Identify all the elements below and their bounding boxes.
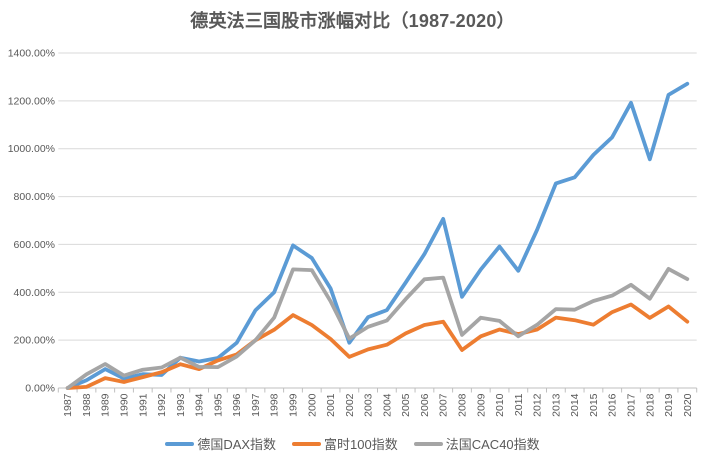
x-tick-label: 2008 (456, 393, 468, 417)
series-line-0 (65, 81, 690, 390)
x-tick-label: 2010 (494, 393, 506, 417)
x-tick-label: 2013 (550, 393, 562, 417)
x-tick-label: 2017 (625, 393, 637, 417)
x-tick-label: 1987 (62, 393, 74, 417)
y-tick-label: 1000.00% (8, 143, 55, 155)
x-tick-label: 1993 (175, 393, 187, 417)
x-tick-label: 2018 (644, 393, 656, 417)
x-tick-label: 2016 (607, 393, 619, 417)
x-tick-label: 1994 (194, 393, 206, 417)
y-tick-label: 400.00% (14, 287, 55, 299)
legend-marker-line (413, 441, 443, 446)
x-tick-label: 2012 (532, 393, 544, 417)
x-tick-label: 2009 (475, 393, 487, 417)
x-tick-label: 2002 (344, 393, 356, 417)
y-tick-label: 1200.00% (8, 95, 55, 107)
y-tick-label: 800.00% (14, 191, 55, 203)
x-tick-label: 2020 (682, 393, 694, 417)
legend-item-dax: 德国DAX指数 (165, 434, 276, 453)
y-tick-label: 1400.00% (8, 48, 55, 60)
legend: 德国DAX指数 富时100指数 法国CAC40指数 (0, 434, 705, 453)
x-tick-label: 1996 (231, 393, 243, 417)
x-tick-label: 2014 (569, 393, 581, 417)
legend-label: 德国DAX指数 (197, 437, 277, 452)
x-tick-label: 2005 (400, 393, 412, 417)
legend-label: 富时100指数 (324, 437, 398, 452)
x-tick-label: 2003 (363, 393, 375, 417)
x-tick-label: 1999 (288, 393, 300, 417)
y-tick-label: 600.00% (14, 239, 55, 251)
x-tick-label: 2006 (419, 393, 431, 417)
x-tick-label: 1992 (156, 393, 168, 417)
x-tick-label: 2007 (438, 393, 450, 417)
legend-label: 法国CAC40指数 (445, 437, 540, 452)
chart-title: 德英法三国股市涨幅对比（1987-2020） (190, 11, 515, 31)
x-tick-label: 2000 (306, 393, 318, 417)
legend-item-ftse: 富时100指数 (292, 434, 398, 453)
series-line-1 (65, 302, 690, 390)
legend-marker-line (165, 441, 195, 446)
x-tick-label: 1988 (81, 393, 93, 417)
legend-marker-line (292, 441, 322, 446)
x-tick-label: 1991 (137, 393, 149, 417)
x-tick-label: 1995 (212, 393, 224, 417)
x-tick-label: 2001 (325, 393, 337, 417)
x-tick-label: 2011 (513, 393, 525, 416)
x-tick-label: 2015 (588, 393, 600, 417)
x-tick-label: 1997 (250, 393, 262, 417)
x-tick-label: 2004 (381, 393, 393, 417)
y-tick-label: 0.00% (25, 383, 55, 395)
x-tick-label: 1989 (100, 393, 112, 417)
y-tick-label: 200.00% (14, 335, 55, 347)
x-tick-label: 2019 (663, 393, 675, 417)
x-tick-label: 1998 (269, 393, 281, 417)
series-line-2 (65, 266, 690, 390)
x-tick-label: 1990 (119, 393, 131, 417)
legend-item-cac: 法国CAC40指数 (413, 434, 540, 453)
